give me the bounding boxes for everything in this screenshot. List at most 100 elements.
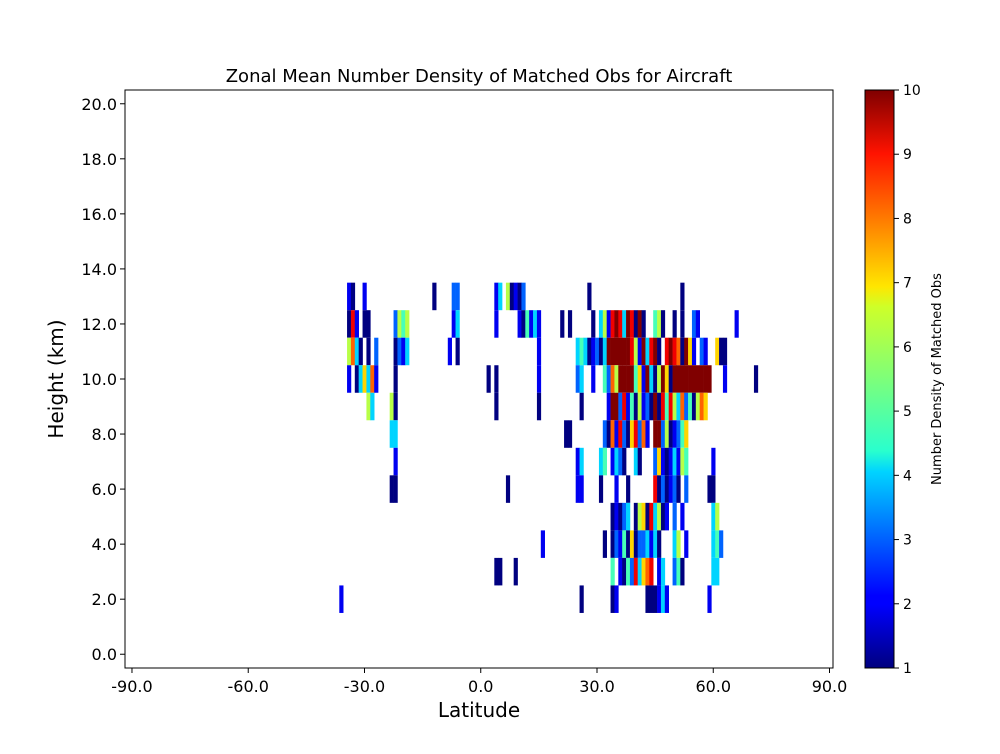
heatmap-cell	[498, 282, 503, 311]
heatmap-cell	[664, 447, 669, 476]
heatmap-cell	[711, 475, 716, 503]
heatmap-cell	[598, 337, 604, 366]
heatmap-cell	[711, 557, 716, 586]
heatmap-cell	[370, 392, 375, 421]
heatmap-cell	[633, 530, 638, 558]
heatmap-cell	[505, 282, 511, 311]
heatmap-cell	[536, 310, 542, 338]
heatmap-cell	[626, 530, 631, 558]
heatmap-cell	[641, 530, 646, 558]
heatmap-cell	[672, 392, 677, 421]
heatmap-cell	[645, 420, 650, 448]
heatmap-cell	[626, 557, 631, 586]
heatmap-cell	[602, 337, 607, 366]
heatmap-cell	[614, 392, 619, 421]
heatmap-cell	[641, 310, 646, 338]
heatmap-cell	[672, 502, 677, 531]
heatmap-cell	[668, 420, 673, 448]
heatmap-cell	[536, 337, 542, 366]
heatmap-cell	[680, 420, 685, 448]
heatmap-cell	[676, 365, 681, 393]
heatmap-cell	[699, 337, 704, 366]
heatmap-cell	[362, 365, 367, 393]
heatmap-cell	[622, 337, 627, 366]
heatmap-cell	[622, 392, 627, 421]
x-tick-label: -60.0	[228, 677, 269, 696]
heatmap-cell	[707, 475, 712, 503]
heatmap-cell	[703, 365, 708, 393]
heatmap-cell	[633, 337, 638, 366]
heatmap-cell	[676, 420, 681, 448]
heatmap-cell	[672, 310, 677, 338]
heatmap-cell	[664, 337, 669, 366]
heatmap-cell	[695, 310, 700, 338]
heatmap-cell	[606, 392, 611, 421]
heatmap-cell	[614, 475, 619, 503]
heatmap-cell	[649, 392, 654, 421]
colorbar-tick-label: 4	[903, 468, 912, 484]
colorbar-tick-label: 6	[903, 340, 912, 356]
heatmap-cell	[680, 502, 685, 531]
heatmap-cell	[691, 392, 697, 421]
heatmap-cell	[618, 420, 623, 448]
heatmap-cell	[719, 530, 724, 558]
y-tick-label: 8.0	[92, 425, 117, 444]
heatmap-cell	[753, 365, 759, 393]
y-tick-label: 4.0	[92, 535, 117, 554]
heatmap-cell	[358, 337, 363, 366]
heatmap-cell	[657, 447, 662, 476]
heatmap-cell	[366, 310, 371, 338]
heatmap-cell	[362, 310, 367, 338]
heatmap-cell	[591, 337, 596, 366]
x-axis-label: Latitude	[438, 698, 520, 722]
heatmap-cell	[660, 585, 666, 613]
heatmap-cell	[676, 392, 681, 421]
heatmap-cell	[614, 365, 619, 393]
heatmap-cell	[680, 337, 685, 366]
heatmap-cell	[529, 310, 534, 338]
heatmap-cell	[711, 502, 716, 531]
heatmap-cell	[598, 447, 604, 476]
heatmap-cell	[653, 392, 658, 421]
y-tick-label: 10.0	[81, 370, 117, 389]
heatmap-cell	[657, 557, 662, 586]
heatmap-cell	[533, 310, 538, 338]
heatmap-cell	[579, 475, 584, 503]
heatmap-cell	[637, 337, 642, 366]
heatmap-cell	[684, 420, 689, 448]
heatmap-cell	[575, 337, 580, 366]
y-tick-label: 2.0	[92, 590, 117, 609]
heatmap-cell	[401, 310, 406, 338]
heatmap-cell	[637, 557, 642, 586]
heatmap-cell	[494, 365, 499, 393]
heatmap-cell	[649, 557, 654, 586]
heatmap-cell	[657, 392, 662, 421]
colorbar-tick-label: 10	[903, 83, 921, 99]
heatmap-cell	[645, 392, 650, 421]
heatmap-cell	[641, 502, 646, 531]
heatmap-cell	[645, 585, 650, 613]
heatmap-cell	[494, 282, 499, 311]
heatmap-cell	[591, 310, 596, 338]
heatmap-cell	[579, 392, 584, 421]
heatmap-cell	[393, 392, 398, 421]
heatmap-cell	[633, 310, 638, 338]
colorbar-tick-label: 3	[903, 533, 912, 549]
heatmap-cell	[362, 282, 367, 311]
heatmap-cell	[579, 337, 584, 366]
y-tick-label: 16.0	[81, 205, 117, 224]
heatmap-cell	[614, 420, 619, 448]
heatmap-cell	[579, 365, 584, 393]
x-tick-label: 30.0	[579, 677, 615, 696]
heatmap-cell	[598, 475, 604, 503]
heatmap-cell	[664, 585, 669, 613]
heatmap-cell	[393, 365, 398, 393]
heatmap-cell	[637, 447, 642, 476]
heatmap-cell	[680, 310, 685, 338]
heatmap-cell	[610, 530, 615, 558]
heatmap-cell	[660, 557, 666, 586]
heatmap-cell	[653, 475, 658, 503]
heatmap-cell	[711, 447, 716, 476]
heatmap-cell	[374, 337, 379, 366]
